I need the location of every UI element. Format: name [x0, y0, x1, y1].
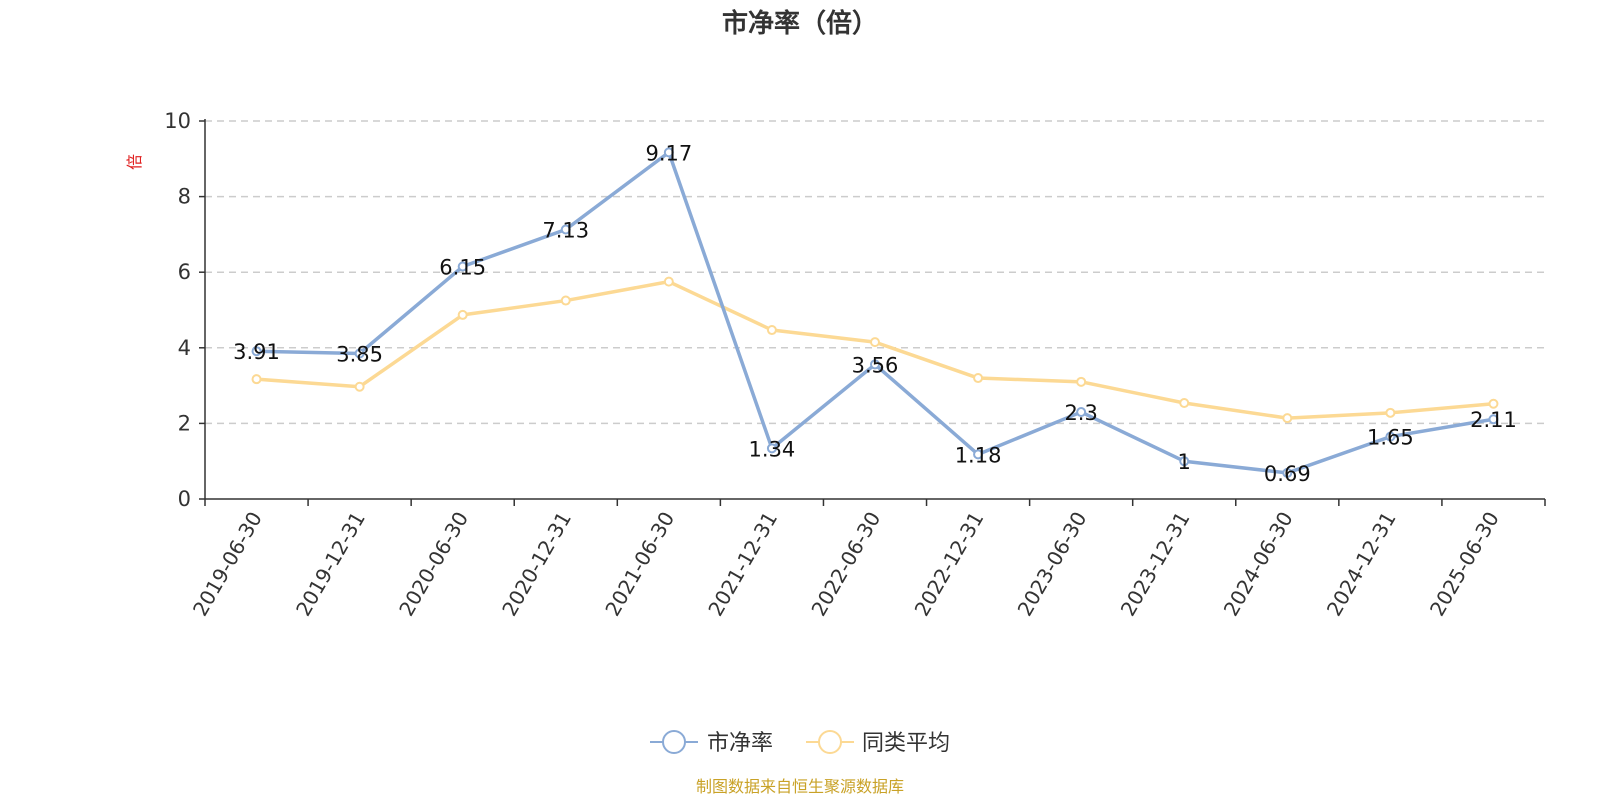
y-tick-label: 0: [178, 487, 191, 511]
series-1-point: [1385, 407, 1396, 418]
x-tick-label: 2019-06-30: [188, 508, 267, 621]
data-label: 3.91: [233, 340, 280, 364]
x-tick-label: 2019-12-31: [291, 508, 370, 621]
x-tick-label: 2021-12-31: [703, 508, 782, 621]
data-label: 1.34: [749, 437, 796, 461]
x-tick-label: 2024-12-31: [1322, 508, 1401, 621]
x-tick-label: 2023-12-31: [1116, 508, 1195, 621]
y-tick-label: 10: [164, 109, 191, 133]
series-0-point: [663, 147, 674, 158]
x-tick-label: 2020-06-30: [394, 508, 473, 621]
series-0-point: [251, 346, 262, 357]
series-1-point: [870, 337, 880, 348]
series-0-point: [560, 224, 571, 235]
data-label: 1.65: [1367, 426, 1414, 450]
y-axis-label: 倍: [125, 154, 144, 170]
legend-label: 同类平均: [862, 731, 950, 756]
x-tick-label: 2021-06-30: [600, 508, 679, 621]
series-1-point: [1488, 398, 1499, 409]
legend-label: 市净率: [707, 731, 773, 756]
data-label: 2.3: [1064, 401, 1097, 425]
series-0-point: [1076, 407, 1087, 418]
chart-title: 市净率（倍）: [722, 8, 878, 39]
series-0-point: [766, 443, 777, 454]
y-tick-label: 8: [178, 185, 191, 209]
series-1-point: [354, 381, 365, 392]
series-0-point: [1282, 467, 1293, 478]
x-tick-label: 2024-06-30: [1219, 508, 1298, 621]
legend-marker-icon: [818, 730, 842, 754]
y-tick-label: 2: [178, 411, 191, 435]
series-0-point: [1385, 431, 1396, 442]
data-label: 3.56: [852, 353, 899, 377]
series-1-point: [251, 374, 262, 385]
data-label: 3.85: [336, 342, 383, 366]
series-0-point: [973, 449, 984, 460]
data-label: 9.17: [645, 141, 692, 165]
data-label: 7.13: [542, 218, 589, 242]
x-tick-label: 2023-06-30: [1013, 508, 1092, 621]
series-1-point: [457, 309, 468, 320]
y-tick-label: 4: [178, 336, 191, 360]
series-0-point: [457, 261, 468, 272]
series-1-point: [1282, 413, 1293, 424]
x-tick-label: 2025-06-30: [1425, 508, 1504, 621]
series-line-1: [256, 279, 1494, 420]
data-label: 6.15: [439, 256, 486, 280]
data-label: 2.11: [1470, 408, 1517, 432]
series-line-0: [256, 150, 1494, 475]
legend-item-1: 同类平均: [806, 730, 950, 756]
legend-item-0: 市净率: [650, 730, 773, 756]
series-0-point: [1179, 456, 1190, 467]
data-label: 1.18: [955, 443, 1002, 467]
series-1-point: [1076, 376, 1087, 387]
series-1-point: [663, 276, 674, 287]
data-label: 0.69: [1264, 462, 1311, 486]
series-1-point: [560, 295, 571, 306]
series-0-point: [1488, 414, 1499, 425]
data-source-note: 制图数据来自恒生聚源数据库: [696, 777, 904, 796]
x-tick-label: 2022-06-30: [806, 508, 885, 621]
series-1-point: [766, 325, 777, 336]
x-tick-label: 2020-12-31: [497, 508, 576, 621]
series-0-point: [870, 359, 880, 370]
data-label: 1: [1178, 450, 1191, 474]
y-tick-label: 6: [178, 260, 191, 284]
series-1-point: [1179, 397, 1190, 408]
x-tick-label: 2022-12-31: [910, 508, 989, 621]
series-0-point: [354, 348, 365, 359]
legend-marker-icon: [662, 730, 686, 754]
series-1-point: [973, 373, 984, 384]
